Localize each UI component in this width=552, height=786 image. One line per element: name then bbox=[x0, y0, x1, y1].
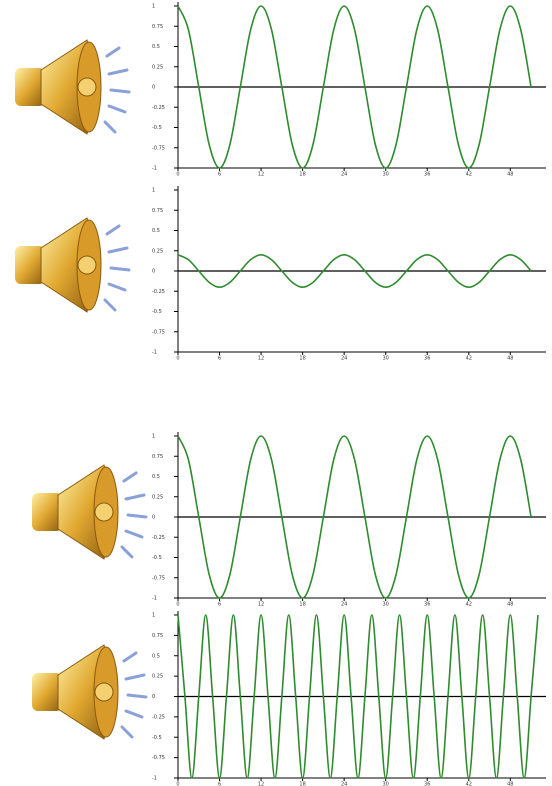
y-tick-label: -0.75 bbox=[152, 575, 165, 581]
y-tick-label: 0.75 bbox=[152, 208, 163, 214]
x-tick-label: 12 bbox=[258, 782, 264, 786]
x-tick-label: 48 bbox=[507, 782, 513, 786]
y-tick-label: -0.75 bbox=[152, 329, 165, 335]
y-tick-label: 0.25 bbox=[152, 64, 163, 70]
x-tick-label: 48 bbox=[507, 172, 513, 178]
x-tick-label: 30 bbox=[383, 602, 389, 608]
x-tick-label: 12 bbox=[258, 356, 264, 362]
y-tick-label: -0.75 bbox=[152, 755, 165, 761]
y-tick-label: 0.5 bbox=[152, 228, 160, 234]
speaker-icon bbox=[32, 645, 146, 739]
x-tick-label: 0 bbox=[176, 172, 179, 178]
y-tick-label: 1 bbox=[152, 434, 155, 440]
y-tick-label: 1 bbox=[152, 188, 155, 194]
y-tick-label: -0.25 bbox=[152, 289, 165, 295]
y-tick-label: -1 bbox=[152, 350, 157, 356]
x-tick-label: 42 bbox=[466, 356, 472, 362]
y-tick-label: 0.75 bbox=[152, 454, 163, 460]
y-tick-label: 1 bbox=[152, 613, 155, 619]
y-tick-label: -0.25 bbox=[152, 535, 165, 541]
x-tick-label: 30 bbox=[383, 356, 389, 362]
x-tick-label: 18 bbox=[299, 782, 305, 786]
x-tick-label: 24 bbox=[341, 602, 347, 608]
x-tick-label: 30 bbox=[383, 782, 389, 786]
x-tick-label: 6 bbox=[218, 172, 221, 178]
y-tick-label: 0.5 bbox=[152, 653, 160, 659]
y-tick-label: 1 bbox=[152, 4, 155, 10]
x-tick-label: 42 bbox=[466, 172, 472, 178]
page: -1 -0.75 -0.5 -0.25 0 0.25 0.5 0.75 1 0 6 12 18 24 30 3… bbox=[0, 0, 552, 786]
x-tick-label: 36 bbox=[424, 602, 430, 608]
x-tick-label: 0 bbox=[176, 356, 179, 362]
x-tick-label: 42 bbox=[466, 782, 472, 786]
y-tick-label: -0.25 bbox=[152, 105, 165, 111]
y-tick-label: -1 bbox=[152, 776, 157, 782]
y-tick-label: -0.25 bbox=[152, 714, 165, 720]
y-tick-label: 0.25 bbox=[152, 674, 163, 680]
y-tick-label: 0.5 bbox=[152, 474, 160, 480]
x-tick-label: 18 bbox=[299, 172, 305, 178]
speaker-icon bbox=[32, 465, 146, 559]
y-tick-label: -1 bbox=[152, 166, 157, 172]
y-tick-label: 0 bbox=[152, 85, 155, 91]
x-tick-label: 6 bbox=[218, 782, 221, 786]
x-tick-label: 12 bbox=[258, 172, 264, 178]
y-tick-label: 0.5 bbox=[152, 44, 160, 50]
y-tick-label: -0.5 bbox=[152, 735, 162, 741]
x-tick-label: 0 bbox=[176, 602, 179, 608]
x-tick-label: 24 bbox=[341, 172, 347, 178]
y-tick-label: 0.25 bbox=[152, 248, 163, 254]
x-tick-label: 36 bbox=[424, 782, 430, 786]
x-tick-label: 24 bbox=[341, 356, 347, 362]
x-tick-label: 6 bbox=[218, 356, 221, 362]
x-tick-label: 6 bbox=[218, 602, 221, 608]
y-tick-label: 0.75 bbox=[152, 24, 163, 30]
y-tick-label: 0.25 bbox=[152, 494, 163, 500]
y-tick-label: 0 bbox=[152, 269, 155, 275]
x-tick-label: 36 bbox=[424, 172, 430, 178]
y-tick-label: -0.5 bbox=[152, 125, 162, 131]
y-tick-label: 0 bbox=[152, 515, 155, 521]
x-tick-label: 30 bbox=[383, 172, 389, 178]
y-tick-label: 0 bbox=[152, 694, 155, 700]
y-tick-label: -0.5 bbox=[152, 555, 162, 561]
speaker-icon bbox=[15, 218, 129, 312]
x-tick-label: 48 bbox=[507, 602, 513, 608]
y-tick-label: -0.5 bbox=[152, 309, 162, 315]
x-tick-label: 12 bbox=[258, 602, 264, 608]
x-tick-label: 42 bbox=[466, 602, 472, 608]
x-tick-label: 24 bbox=[341, 782, 347, 786]
x-tick-label: 18 bbox=[299, 356, 305, 362]
x-tick-label: 0 bbox=[176, 782, 179, 786]
x-tick-label: 48 bbox=[507, 356, 513, 362]
y-tick-label: -1 bbox=[152, 596, 157, 602]
y-tick-label: -0.75 bbox=[152, 145, 165, 151]
x-tick-label: 18 bbox=[299, 602, 305, 608]
y-tick-label: 0.75 bbox=[152, 633, 163, 639]
x-tick-label: 36 bbox=[424, 356, 430, 362]
speaker-icon bbox=[15, 40, 129, 134]
